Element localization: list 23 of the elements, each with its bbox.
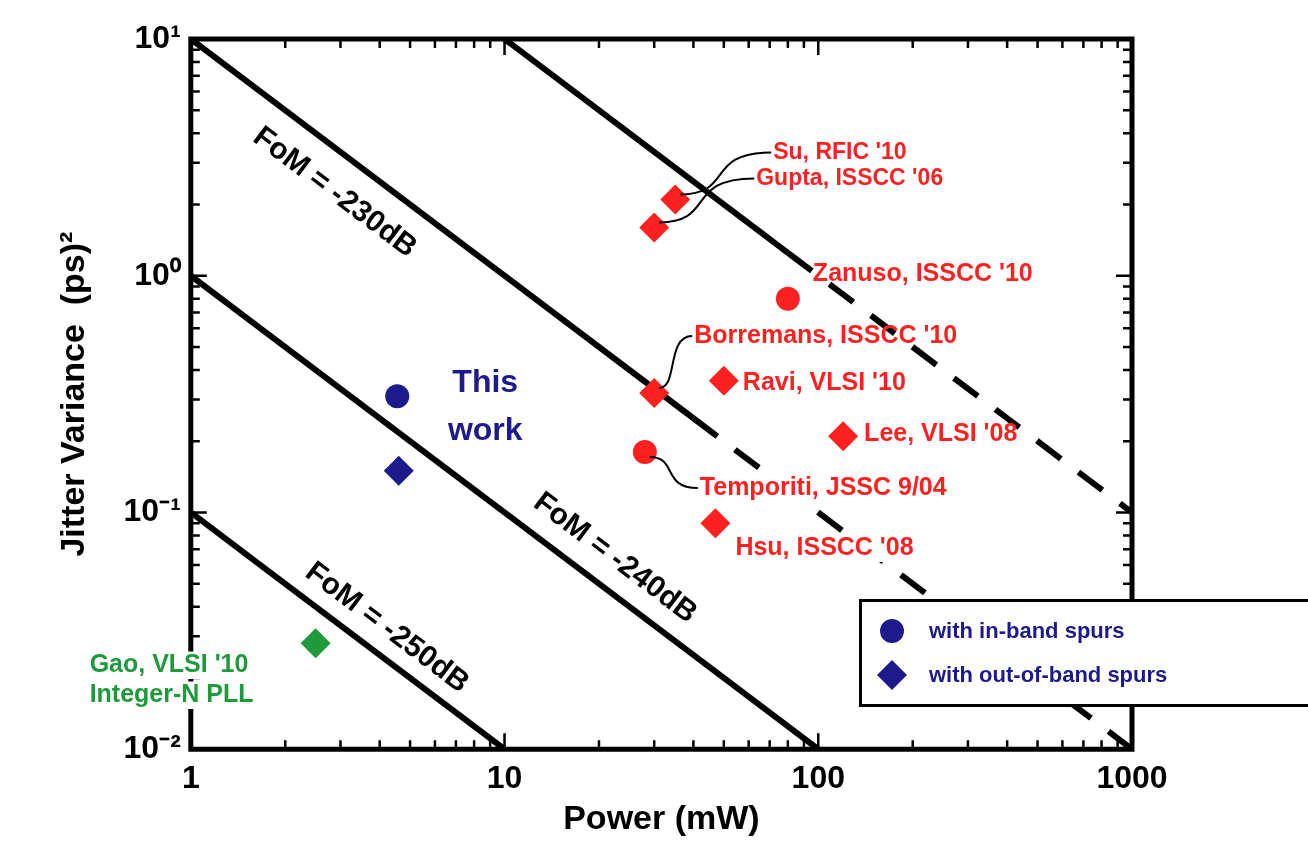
legend-label: with out-of-band spurs	[929, 662, 1168, 689]
annotation: Integer-N PLL	[89, 679, 254, 708]
annotation: Gupta, ISSCC '06	[756, 163, 944, 190]
annotation: Borremans, ISSCC '10	[694, 319, 958, 348]
annotation: Gao, VLSI '10	[89, 649, 249, 678]
x-tick-label: 1000	[1096, 759, 1168, 796]
y-tick-label: 10⁰	[134, 255, 182, 292]
x-tick-label: 1	[181, 759, 200, 796]
annotation: Zanuso, ISSCC '10	[812, 257, 1033, 286]
annotation: Lee, VLSI '08	[864, 418, 1018, 447]
y-tick-label: 10⁻¹	[123, 492, 181, 529]
x-tick-label: 100	[791, 759, 845, 796]
legend-label: with in-band spurs	[929, 618, 1125, 645]
y-tick-label: 10⁻²	[123, 729, 181, 766]
annotation: Hsu, ISSCC '08	[735, 532, 914, 561]
x-tick-label: 10	[486, 759, 523, 796]
annotation: This work	[446, 362, 523, 447]
annotation: Ravi, VLSI '10	[742, 366, 906, 395]
y-tick-label: 10¹	[134, 18, 181, 55]
y-axis-title: Jitter Variance (ps)²	[52, 231, 91, 557]
annotation: Temporiti, JSSC 9/04	[699, 471, 947, 500]
x-axis-title: Power (mW)	[563, 797, 760, 836]
annotation: Su, RFIC '10	[773, 137, 907, 164]
